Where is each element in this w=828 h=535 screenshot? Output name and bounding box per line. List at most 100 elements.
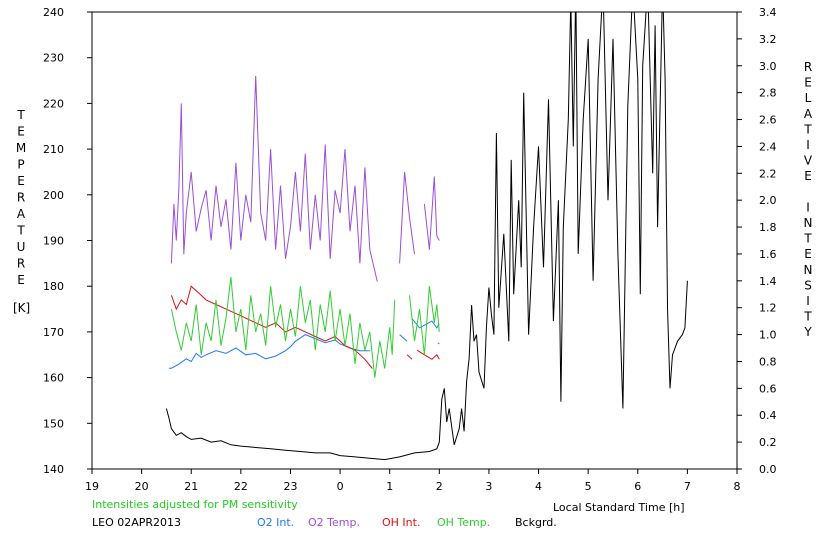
series-layer xyxy=(165,12,688,461)
legend-oh-int: OH Int. xyxy=(382,516,420,529)
legend-oh-temp: OH Temp. xyxy=(437,516,490,529)
x-tick-label: 3 xyxy=(485,480,492,493)
x-tick-label: 4 xyxy=(535,480,542,493)
plot-area xyxy=(91,11,738,470)
y-left-tick-label: 150 xyxy=(43,417,64,430)
y-right-label-letter: T xyxy=(803,122,812,136)
y-right-tick-label: 2.2 xyxy=(759,167,777,180)
y-left-label-letter: A xyxy=(17,207,26,221)
y-right-tick-label: 3.0 xyxy=(759,60,777,73)
x-tick-label: 20 xyxy=(135,480,149,493)
y-right-tick-label: 1.4 xyxy=(759,275,777,288)
series-o2-temp xyxy=(170,75,378,282)
y-left-label-letter: T xyxy=(16,224,25,238)
legend-o2-int: O2 Int. xyxy=(257,516,294,529)
series-o2-int xyxy=(437,342,440,345)
y-right-tick-label: 0.6 xyxy=(759,382,777,395)
y-axis-right: 0.0 0.2 0.4 0.6 0.8 1.0 1.2 1.4 1.6 1.8 2.0 2.2 2.4 2… xyxy=(737,6,777,476)
y-right-tick-label: 1.2 xyxy=(759,302,777,315)
y-right-label-letter: A xyxy=(804,107,813,121)
y-left-tick-label: 200 xyxy=(43,189,64,202)
y-right-label-letter: V xyxy=(804,154,813,168)
y-right-label-letter: E xyxy=(804,247,812,261)
series-oh-temp xyxy=(409,286,440,355)
y-left-tick-label: 140 xyxy=(43,463,64,476)
y-right-label-letter: N xyxy=(804,216,813,230)
x-tick-label: 6 xyxy=(634,480,641,493)
y-left-label-letter: R xyxy=(17,191,25,205)
y-axis-left-unit: [K] xyxy=(13,301,30,315)
y-right-label-letter: I xyxy=(806,138,810,152)
y-right-tick-label: 0.0 xyxy=(759,463,777,476)
series-o2-int xyxy=(168,334,370,369)
y-left-tick-label: 180 xyxy=(43,280,64,293)
y-right-label-letter: N xyxy=(804,263,813,277)
x-tick-label: 1 xyxy=(386,480,393,493)
series-oh-int xyxy=(406,354,413,360)
y-right-tick-label: 2.4 xyxy=(759,140,777,153)
y-right-tick-label: 2.8 xyxy=(759,87,777,100)
y-right-tick-label: 1.0 xyxy=(759,329,777,342)
x-tick-label: 21 xyxy=(184,480,198,493)
legend-o2-temp: O2 Temp. xyxy=(308,516,360,529)
y-right-label-letter: L xyxy=(805,91,812,105)
series-oh-int xyxy=(416,349,440,360)
y-right-label-letter: E xyxy=(804,76,812,90)
y-left-label-letter: E xyxy=(17,174,25,188)
y-right-tick-label: 2.6 xyxy=(759,114,777,127)
series-o2-int xyxy=(411,318,440,329)
x-axis-label: Local Standard Time [h] xyxy=(553,501,685,514)
y-right-tick-label: 0.4 xyxy=(759,409,777,422)
x-tick-label: 8 xyxy=(734,480,741,493)
y-right-tick-label: 0.8 xyxy=(759,355,777,368)
y-left-label-letter: T xyxy=(16,108,25,122)
y-left-tick-label: 230 xyxy=(43,52,64,65)
series-o2-temp xyxy=(399,171,415,264)
y-left-label-letter: U xyxy=(17,240,26,254)
y-left-label-letter: M xyxy=(16,141,26,155)
y-left-tick-label: 210 xyxy=(43,143,64,156)
x-tick-label: 0 xyxy=(337,480,344,493)
chart-note: Intensities adjusted for PM sensitivity xyxy=(92,498,298,511)
x-tick-label: 22 xyxy=(234,480,248,493)
y-left-label-letter: P xyxy=(17,158,24,172)
y-left-label-letter: E xyxy=(17,125,25,139)
y-right-label-letter: I xyxy=(806,294,810,308)
y-left-label-letter: R xyxy=(17,257,25,271)
y-left-tick-label: 240 xyxy=(43,6,64,19)
y-right-label-letter: R xyxy=(804,60,812,74)
y-left-tick-label: 170 xyxy=(43,326,64,339)
x-tick-label: 19 xyxy=(85,480,99,493)
x-tick-label: 2 xyxy=(436,480,443,493)
station-label: LEO 02APR2013 xyxy=(92,516,181,529)
x-tick-label: 5 xyxy=(585,480,592,493)
y-axis-left: 140 150 160 170 180 190 200 210 220 230 240 xyxy=(43,6,92,476)
y-right-tick-label: 1.6 xyxy=(759,248,777,261)
y-right-label-letter: Y xyxy=(803,325,812,339)
y-right-tick-label: 0.2 xyxy=(759,436,777,449)
y-left-tick-label: 160 xyxy=(43,372,64,385)
y-right-tick-label: 3.4 xyxy=(759,6,777,19)
y-left-label-letter: E xyxy=(17,273,25,287)
y-left-tick-label: 190 xyxy=(43,235,64,248)
y-right-label-letter: T xyxy=(803,232,812,246)
y-left-tick-label: 220 xyxy=(43,97,64,110)
y-right-label-letter: E xyxy=(804,169,812,183)
x-axis: 19 20 21 22 23 0 1 2 3 4 5 6 7 8 xyxy=(85,469,741,493)
series-o2-int xyxy=(399,334,408,342)
y-right-label-letter: T xyxy=(803,310,812,324)
series-o2-temp xyxy=(423,176,440,250)
series-oh-temp xyxy=(170,277,396,378)
x-tick-label: 23 xyxy=(283,480,297,493)
y-right-label-letter: S xyxy=(804,278,812,292)
y-right-tick-label: 3.2 xyxy=(759,33,777,46)
y-right-tick-label: 2.0 xyxy=(759,194,777,207)
series-bckgrd xyxy=(165,12,688,461)
x-tick-label: 7 xyxy=(684,480,691,493)
y-right-label-letter: I xyxy=(806,200,810,214)
legend-bckgrd: Bckgrd. xyxy=(515,516,557,529)
y-right-tick-label: 1.8 xyxy=(759,221,777,234)
